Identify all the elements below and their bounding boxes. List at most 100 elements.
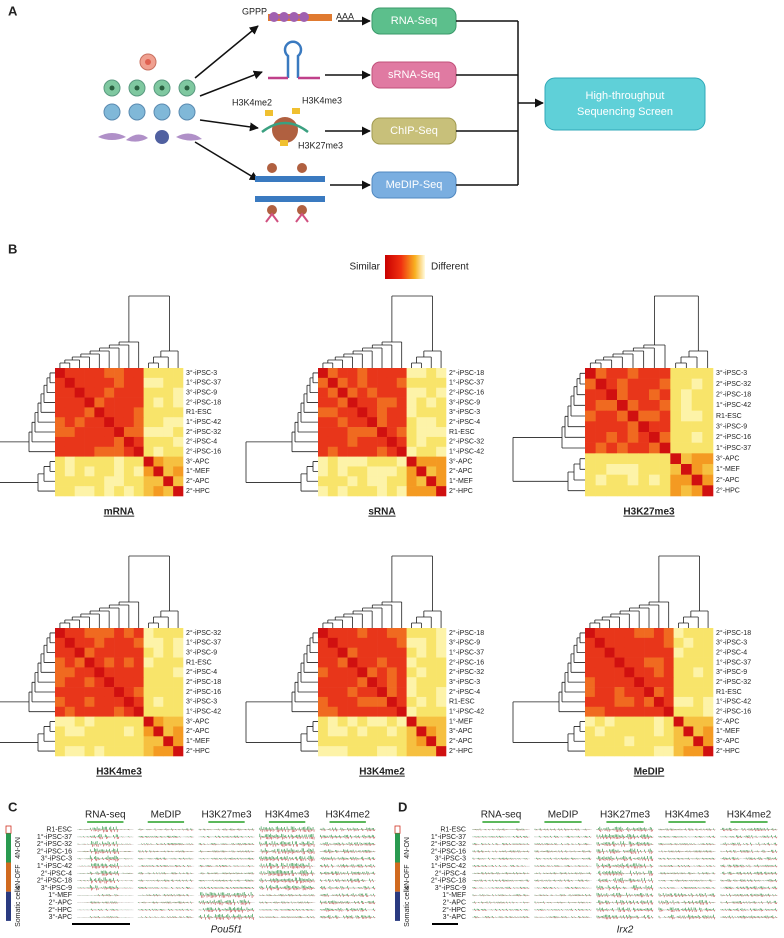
- heatmap-cell: [163, 387, 174, 398]
- heatmap-cell: [670, 410, 682, 422]
- track-signal: [138, 916, 193, 918]
- heatmap-cell: [386, 637, 398, 648]
- heatmap-cell: [55, 368, 66, 379]
- row-label: 2°-APC: [186, 727, 209, 735]
- heatmap-cell: [123, 736, 135, 747]
- row-label: 1°-MEF: [716, 465, 740, 473]
- heatmap-cell: [84, 407, 95, 418]
- track-header: MeDIP: [151, 810, 182, 821]
- row-label: 2°-iPSC-32: [37, 840, 72, 848]
- heatmap-cell: [386, 387, 398, 398]
- row-label: 1°-iPSC-42: [716, 698, 751, 706]
- heatmap-cell: [436, 417, 447, 428]
- heatmap-cell: [318, 427, 329, 438]
- row-label: 2°-iPSC-16: [716, 433, 751, 441]
- heatmap-cell: [396, 687, 407, 698]
- heatmap: [318, 368, 447, 497]
- row-label: R1-ESC: [186, 659, 212, 666]
- heatmap-cell: [416, 368, 427, 379]
- heatmap-cell: [681, 389, 692, 401]
- heatmap-cell: [367, 417, 378, 428]
- track-signal: [320, 834, 374, 837]
- track-signal: [320, 856, 374, 859]
- track-signal: [658, 892, 714, 896]
- heatmap-cell: [396, 377, 407, 388]
- heatmap-cell: [377, 628, 388, 639]
- heatmap-cell: [663, 696, 674, 708]
- heatmap-cell: [406, 667, 417, 678]
- heatmap-cell: [173, 387, 184, 398]
- heatmap-cell: [406, 657, 417, 668]
- heatmap-cell: [133, 486, 144, 497]
- heatmap-cell: [318, 677, 329, 688]
- heatmap-cell: [416, 446, 427, 457]
- track-signal: [198, 886, 253, 889]
- heatmap-cell: [693, 726, 704, 737]
- heatmap-cell: [585, 421, 596, 433]
- heatmap-cell: [606, 442, 618, 454]
- heatmap-cell: [153, 667, 164, 678]
- heatmap-cell: [653, 677, 665, 688]
- track-signal: [199, 851, 254, 853]
- track-signal: [139, 880, 194, 882]
- heatmap-cell: [367, 696, 378, 708]
- heatmap-cell: [153, 677, 164, 688]
- track-signal: [199, 836, 254, 838]
- heatmap-cell: [627, 400, 639, 411]
- heatmap-cell: [436, 466, 447, 477]
- heatmap-cell: [64, 726, 75, 737]
- track-signal: [721, 895, 777, 897]
- row-label: 2°-HPC: [442, 906, 466, 914]
- heatmap-cell: [173, 456, 184, 467]
- heatmap-cell: [327, 466, 338, 477]
- track-signal: [472, 828, 528, 830]
- assay-label: sRNA-Seq: [388, 69, 440, 81]
- heatmap-cell: [406, 407, 417, 418]
- track-signal: [534, 857, 590, 859]
- row-label: 3°-APC: [186, 457, 209, 465]
- track-signal: [199, 844, 254, 846]
- heatmap-cell: [436, 657, 447, 668]
- heatmap-cell: [347, 436, 358, 448]
- heatmap-cell: [670, 474, 682, 486]
- heatmap-cell: [436, 726, 447, 737]
- heatmap-cell: [396, 387, 407, 398]
- heatmap-cell: [426, 387, 437, 398]
- heatmap-cell: [133, 657, 144, 668]
- heatmap-cell: [123, 456, 135, 467]
- dendrogram: [0, 632, 55, 752]
- track-signal: [321, 880, 375, 883]
- heatmap-cell: [606, 400, 618, 411]
- track-signal: [139, 858, 194, 860]
- heatmap-cell: [693, 687, 704, 698]
- track-signal: [720, 827, 776, 830]
- heatmap-cell: [624, 677, 635, 688]
- heatmap-cell: [153, 466, 164, 477]
- heatmap-cell: [123, 476, 135, 487]
- track-signal: [597, 909, 653, 913]
- heatmap-cell: [327, 647, 338, 658]
- heatmap-cell: [55, 628, 66, 639]
- track-signal: [77, 916, 132, 918]
- heatmap-cell: [406, 746, 417, 757]
- heatmap-cell: [663, 687, 674, 698]
- heatmap-cell: [337, 377, 348, 388]
- dendrogram: [589, 555, 709, 628]
- heatmap-cell: [585, 485, 596, 497]
- heatmap-cell: [386, 657, 398, 668]
- heatmap-cell: [133, 637, 144, 648]
- heatmap-cell: [634, 716, 645, 727]
- heatmap-cell: [436, 387, 447, 398]
- heatmap-cell: [55, 427, 66, 438]
- heatmap-cell: [153, 456, 164, 467]
- track-signal: [77, 908, 132, 910]
- heatmap-cell: [416, 486, 427, 497]
- heatmap-cell: [649, 410, 660, 422]
- heatmap-cell: [173, 476, 184, 487]
- heatmap-cell: [94, 647, 105, 658]
- track-signal: [597, 902, 653, 905]
- heatmap-cell: [337, 657, 348, 668]
- heatmap-cell: [683, 716, 694, 727]
- heatmap-cell: [644, 696, 655, 708]
- heatmap-cell: [396, 647, 407, 658]
